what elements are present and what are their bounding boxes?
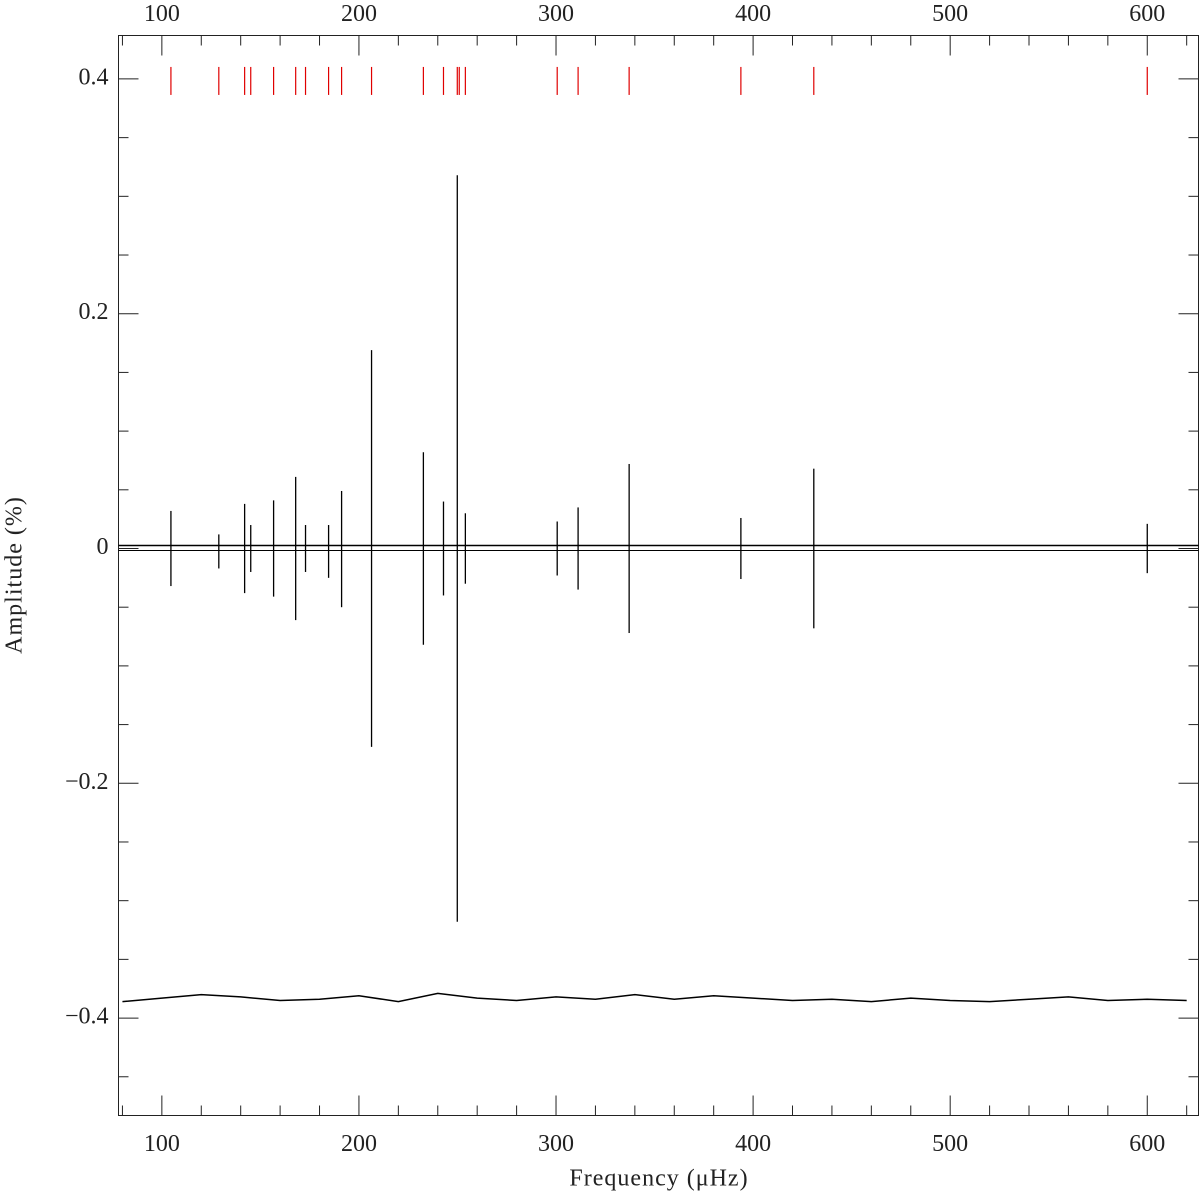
y-axis-label: Amplitude (%): [2, 496, 28, 654]
x-axis-label: Frequency (μHz): [569, 1166, 748, 1192]
x-tick-label-top: 100: [144, 1, 180, 27]
y-tick-label: −0.2: [65, 769, 109, 795]
x-tick-label: 500: [932, 1131, 968, 1157]
x-tick-label-top: 600: [1129, 1, 1165, 27]
x-tick-label-top: 200: [341, 1, 377, 27]
plot-frame: [118, 35, 1199, 1116]
residual-line: [122, 992, 1187, 1003]
x-tick-label-top: 400: [735, 1, 771, 27]
y-tick-label: 0.2: [79, 299, 109, 325]
x-tick-label: 300: [538, 1131, 574, 1157]
y-tick-label: 0: [97, 534, 109, 560]
x-tick-label: 400: [735, 1131, 771, 1157]
x-tick-label-top: 300: [538, 1, 574, 27]
x-tick-label: 600: [1129, 1131, 1165, 1157]
y-tick-label: −0.4: [65, 1004, 109, 1030]
x-tick-label-top: 500: [932, 1, 968, 27]
y-tick-label: 0.4: [79, 64, 109, 90]
x-tick-label: 200: [341, 1131, 377, 1157]
x-tick-label: 100: [144, 1131, 180, 1157]
